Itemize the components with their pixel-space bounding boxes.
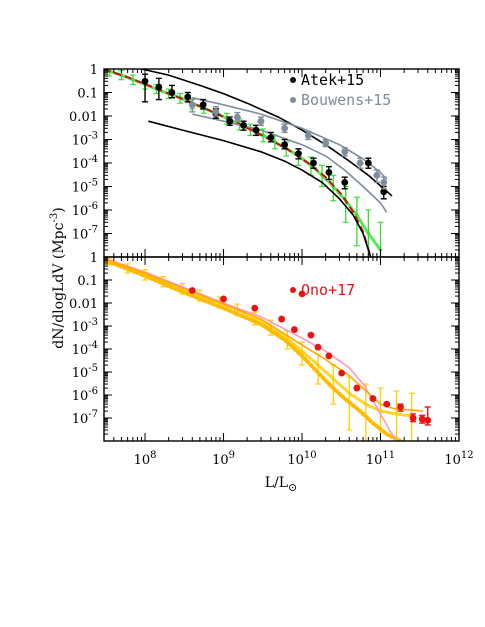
data-point (212, 108, 220, 116)
data-point (369, 395, 377, 402)
data-point (338, 369, 346, 377)
data-point (373, 171, 381, 179)
series-grey-lower (192, 113, 388, 213)
data-point (322, 139, 330, 147)
y-tick-label: 1 (90, 251, 98, 266)
y-tick-labels: 1 0.1 0.01 10-3 10-4 10-5 10-6 10-7 (69, 251, 98, 427)
series-orange-solid (104, 257, 424, 412)
data-point (155, 83, 163, 91)
y-tick-labels: 1 0.1 0.01 10-3 10-4 10-5 10-6 10-7 (69, 63, 98, 243)
y-tick-label: 10-6 (72, 386, 98, 404)
y-tick-label: 0.1 (77, 87, 98, 102)
legend-label: Ono+17 (301, 281, 355, 299)
data-point (341, 148, 349, 156)
data-point (188, 101, 196, 109)
plot-frame (103, 256, 460, 442)
data-point (380, 178, 388, 186)
data-point (325, 352, 333, 360)
y-axis-title: dN/dlogLdV (Mpc-3) (49, 207, 67, 348)
data-point (199, 101, 207, 109)
data-point (278, 315, 286, 323)
data-point (325, 168, 333, 176)
data-point (141, 77, 149, 85)
legend-label: Bouwens+15 (301, 91, 391, 109)
legend-marker (290, 77, 296, 83)
data-point (281, 124, 289, 132)
y-tick-label: 10-7 (72, 225, 98, 243)
data-point (184, 93, 192, 101)
data-point (364, 159, 372, 167)
series-pink-line (104, 257, 398, 441)
data-point (240, 121, 247, 129)
curve (148, 120, 372, 257)
plot-frame (103, 68, 460, 258)
data-point (353, 384, 361, 392)
data-point (356, 159, 364, 167)
data-point (310, 159, 317, 167)
y-tick-label: 10-3 (72, 131, 98, 149)
x-tick-label: 109 (212, 450, 235, 468)
legend: Ono+17 (290, 281, 355, 299)
y-tick-label: 0.1 (77, 274, 98, 289)
data-point (424, 416, 432, 424)
plot-area (104, 257, 432, 441)
legend-label: Atek+15 (301, 71, 364, 89)
legend-marker (290, 97, 296, 103)
series-orange-dotted (104, 257, 403, 441)
y-tick-label: 10-4 (72, 340, 98, 358)
data-point (252, 126, 260, 134)
x-tick-label: 1011 (366, 450, 395, 468)
y-tick-label: 10-3 (72, 317, 98, 335)
data-point (383, 400, 391, 408)
y-tick-label: 0.01 (69, 110, 98, 125)
panel-top: 1 0.1 0.01 10-3 10-4 10-5 10-6 10-7 Atek+15 Bouwe… (69, 63, 460, 258)
data-point (267, 134, 275, 142)
x-tick-labels: 108 109 1010 1011 1012 (134, 450, 474, 468)
data-point (307, 331, 315, 339)
data-point (380, 188, 388, 196)
data-point (295, 150, 302, 158)
data-point (168, 89, 176, 96)
data-point (251, 304, 259, 312)
series-bouwens-15 (188, 98, 388, 190)
legend-marker (290, 287, 296, 293)
data-point (409, 414, 417, 422)
data-point (298, 290, 306, 298)
y-tick-label: 10-7 (72, 409, 98, 427)
curve (104, 257, 398, 441)
data-point (341, 178, 349, 186)
data-point (233, 113, 241, 121)
data-point (281, 141, 289, 149)
data-point (188, 287, 196, 294)
y-tick-label: 10-5 (72, 178, 98, 196)
y-tick-label: 0.01 (69, 297, 98, 312)
series-ono-17 (188, 287, 432, 426)
legend: Atek+15 Bouwens+15 (290, 71, 391, 109)
y-tick-label: 1 (90, 63, 98, 78)
data-point (226, 117, 234, 125)
x-tick-label: 1010 (287, 450, 316, 468)
panel-bottom: 1 0.1 0.01 10-3 10-4 10-5 10-6 10-7 Ono+17 (69, 251, 460, 442)
curve (192, 113, 388, 213)
data-point (418, 415, 426, 423)
data-point (314, 343, 322, 351)
curve (104, 257, 403, 441)
series-black-lower (148, 120, 372, 257)
data-point (257, 117, 265, 125)
y-tick-label: 10-6 (72, 201, 98, 219)
data-point (397, 403, 404, 411)
x-tick-label: 1012 (444, 450, 473, 468)
data-point (291, 326, 298, 333)
series-orange-band (106, 257, 415, 441)
x-axis-title: L/L⊙ (265, 475, 298, 494)
y-tick-label: 10-5 (72, 363, 98, 381)
x-tick-label: 108 (134, 450, 157, 468)
data-point (220, 295, 227, 303)
y-tick-label: 10-4 (72, 154, 98, 172)
plot-area (104, 69, 393, 257)
curve (104, 257, 424, 412)
data-point (304, 131, 312, 139)
